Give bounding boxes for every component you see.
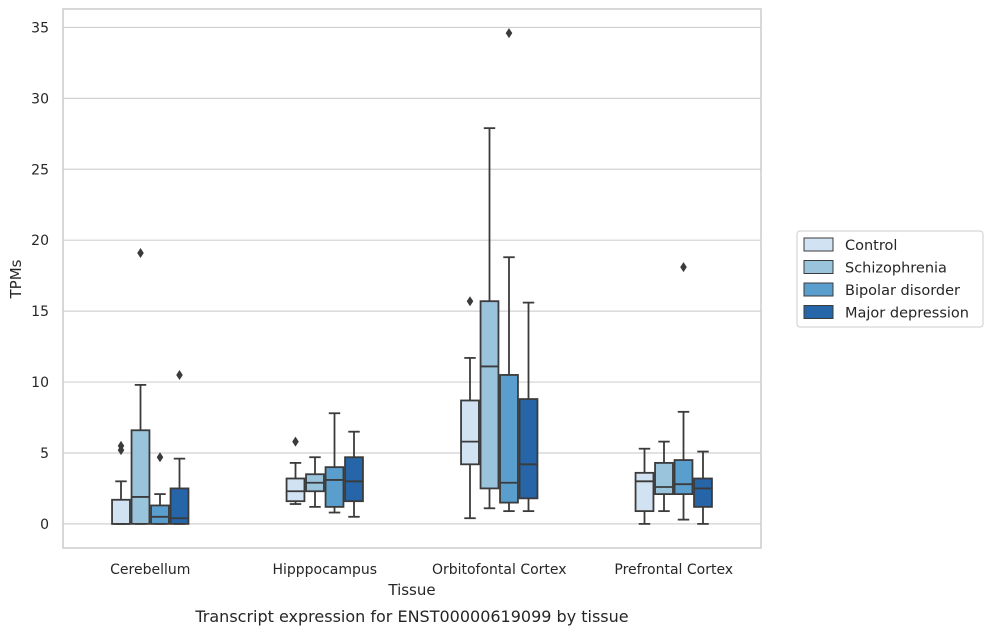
- outlier-point: [466, 296, 474, 307]
- box-3-2: [518, 301, 539, 513]
- legend-label: Control: [845, 238, 897, 254]
- box-iqr: [324, 466, 345, 508]
- outlier-point: [176, 369, 183, 380]
- box-3-0: [169, 369, 190, 525]
- box-iqr: [130, 429, 151, 525]
- x-axis-title: Tissue: [387, 581, 435, 599]
- box-0-2: [460, 296, 480, 520]
- y-tick-label: 20: [31, 233, 49, 249]
- box-iqr: [499, 374, 519, 504]
- box-1-1: [305, 456, 325, 508]
- box-1-3: [654, 440, 674, 513]
- box-iqr: [693, 477, 713, 508]
- box-iqr: [460, 399, 480, 466]
- box-iqr: [518, 398, 539, 500]
- y-tick-label: 25: [31, 162, 49, 178]
- x-tick-labels: Cerebellum Hipppocampus Orbitofontal Corte…: [110, 562, 733, 578]
- box-iqr: [150, 504, 170, 525]
- box-3-3: [693, 450, 713, 525]
- box-2-2: [499, 28, 519, 513]
- outlier-point: [117, 440, 125, 451]
- y-tick-label: 35: [31, 20, 49, 36]
- legend-label: Schizophrenia: [845, 261, 947, 277]
- box-2-1: [324, 412, 345, 514]
- box-2-0: [150, 452, 170, 525]
- y-tick-label: 0: [40, 517, 49, 533]
- y-tick-labels: 0 5 10 15 20 25 30 35: [31, 20, 49, 532]
- box-0-1: [285, 436, 306, 505]
- box-iqr: [285, 477, 306, 503]
- grid-layer: [63, 26, 761, 525]
- y-tick-label: 15: [31, 304, 49, 320]
- outlier-point: [505, 28, 513, 39]
- y-tick-label: 10: [31, 375, 49, 391]
- box-iqr: [169, 487, 190, 525]
- box-iqr: [634, 471, 655, 513]
- box-iqr: [673, 459, 694, 495]
- box-iqr: [111, 498, 131, 525]
- x-tick-label: Prefrontal Cortex: [614, 562, 733, 578]
- legend: Control Schizophrenia Bipolar disorder Majo…: [796, 230, 984, 328]
- box-3-1: [344, 430, 364, 518]
- legend-label: Bipolar disorder: [845, 283, 960, 299]
- box-0-0: [111, 440, 131, 525]
- box-1-2: [479, 127, 500, 510]
- legend-label: Major depression: [845, 306, 969, 322]
- box-iqr: [344, 456, 364, 503]
- y-axis-title: TPMs: [7, 259, 25, 299]
- legend-swatch: [803, 305, 834, 319]
- box-2-3: [673, 262, 694, 521]
- outlier-point: [156, 452, 164, 463]
- legend-swatch: [803, 260, 834, 274]
- y-tick-label: 30: [31, 91, 49, 107]
- box-iqr: [479, 300, 500, 490]
- outlier-point: [292, 436, 299, 447]
- plot-frame: [62, 8, 762, 549]
- legend-swatch: [803, 237, 834, 252]
- box-1-0: [130, 247, 151, 525]
- legend-frame: [796, 230, 984, 328]
- x-tick-label: Orbitofontal Cortex: [432, 562, 567, 578]
- chart-caption: Transcript expression for ENST0000061909…: [194, 607, 628, 626]
- box-iqr: [654, 461, 674, 496]
- outlier-point: [680, 262, 687, 273]
- x-tick-label: Hipppocampus: [272, 562, 377, 578]
- y-tick-label: 5: [40, 446, 49, 462]
- boxes-layer: [111, 28, 713, 525]
- outlier-point: [137, 247, 144, 258]
- x-tick-label: Cerebellum: [110, 562, 190, 578]
- legend-swatch: [803, 282, 834, 297]
- box-0-3: [634, 447, 655, 525]
